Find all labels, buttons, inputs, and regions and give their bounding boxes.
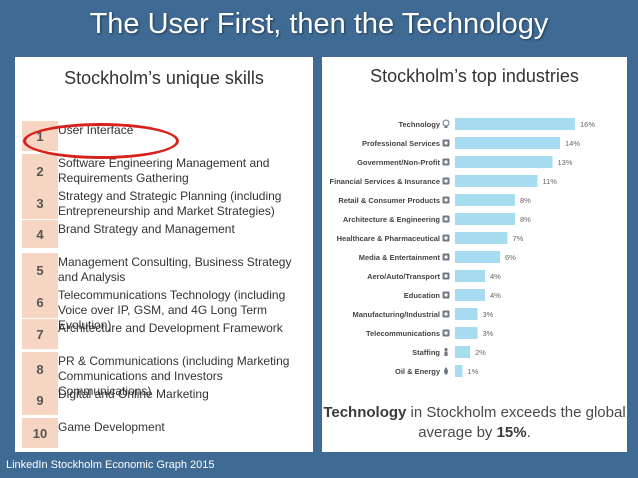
bar — [455, 175, 538, 187]
summary-bold-percent: 15% — [496, 424, 527, 441]
summary-middle: in Stockholm exceeds the global average … — [406, 404, 626, 441]
skill-number: 10 — [22, 418, 58, 448]
value-label: 14% — [565, 139, 580, 148]
value-label: 7% — [513, 234, 524, 243]
value-label: 6% — [505, 253, 516, 262]
category-label: Aero/Auto/Transport — [367, 272, 440, 281]
category-label: Professional Services — [362, 139, 440, 148]
briefcase-icon — [442, 139, 450, 147]
value-label: 16% — [580, 120, 595, 129]
category-label: Technology — [398, 120, 440, 129]
category-label: Education — [404, 291, 441, 300]
building-icon — [442, 158, 450, 166]
lightbulb-icon — [442, 119, 450, 128]
skill-row: 8 PR & Communications (including Marketin… — [15, 352, 313, 398]
bar — [455, 308, 478, 320]
bar — [455, 118, 575, 130]
value-label: 8% — [520, 196, 531, 205]
bar — [455, 251, 500, 263]
skill-text: Strategy and Strategic Planning (includi… — [58, 189, 282, 218]
film-icon — [442, 253, 450, 261]
skill-row: 2 Software Engineering Management and Req… — [15, 154, 313, 188]
skill-number: 4 — [22, 220, 58, 248]
skill-text: Game Development — [58, 420, 165, 434]
industries-summary: Technology in Stockholm exceeds the glob… — [322, 403, 627, 443]
value-label: 4% — [490, 272, 501, 281]
skill-number: 2 — [22, 154, 58, 188]
tools-icon — [442, 215, 450, 223]
category-label: Retail & Consumer Products — [338, 196, 440, 205]
piggy-bank-icon — [442, 177, 450, 185]
skill-row: 5 Management Consulting, Business Strateg… — [15, 253, 313, 287]
value-label: 2% — [475, 348, 486, 357]
skill-number: 8 — [22, 352, 58, 386]
summary-bold-technology: Technology — [323, 404, 407, 421]
skill-row: 3 Strategy and Strategic Planning (includ… — [15, 187, 313, 219]
category-label: Staffing — [412, 348, 440, 357]
industries-heading: Stockholm’s top industries — [370, 66, 579, 86]
industries-chart: Technology 16% Professional Services 14% Gov… — [330, 118, 595, 377]
bar — [455, 194, 515, 206]
category-label: Government/Non-Profit — [357, 158, 440, 167]
skill-text: Architecture and Development Framework — [58, 321, 283, 335]
value-label: 8% — [520, 215, 531, 224]
bar — [455, 289, 485, 301]
bar — [455, 156, 553, 168]
bar — [455, 327, 478, 339]
bar — [455, 365, 463, 377]
skill-row: 6 Telecommunications Technology (includin… — [15, 286, 313, 332]
bar — [455, 270, 485, 282]
skills-heading: Stockholm’s unique skills — [64, 68, 264, 88]
category-label: Telecommunications — [366, 329, 440, 338]
bar — [455, 213, 515, 225]
person-icon — [444, 347, 448, 356]
factory-icon — [442, 310, 450, 318]
skill-row: 7 Architecture and Development Framework — [15, 319, 313, 349]
skills-panel: Stockholm’s unique skills 1 User Interfac… — [15, 57, 313, 452]
medical-kit-icon — [442, 234, 450, 242]
phone-icon — [442, 329, 450, 337]
skill-row: 4 Brand Strategy and Management — [15, 220, 313, 248]
skill-text: Digital and Online Marketing — [58, 387, 209, 401]
value-label: 13% — [558, 158, 573, 167]
category-label: Financial Services & Insurance — [330, 177, 440, 186]
bar — [455, 137, 560, 149]
category-label: Architecture & Engineering — [343, 215, 441, 224]
skill-row: 10 Game Development — [15, 418, 313, 448]
droplet-icon — [444, 367, 448, 375]
skill-number: 5 — [22, 253, 58, 287]
skill-number: 6 — [22, 286, 58, 318]
pencil-icon — [442, 291, 450, 299]
value-label: 11% — [543, 177, 558, 186]
highlight-ellipse — [23, 123, 179, 159]
skill-text: Telecommunications Technology (including… — [58, 288, 286, 332]
slide-title: The User First, then the Technology — [89, 8, 549, 40]
category-label: Oil & Energy — [395, 367, 441, 376]
plane-icon — [442, 272, 450, 280]
skill-number: 9 — [22, 385, 58, 415]
value-label: 1% — [468, 367, 479, 376]
category-label: Healthcare & Pharmaceutical — [337, 234, 440, 243]
bar — [455, 346, 470, 358]
skill-text: PR & Communications (including Marketing… — [58, 354, 290, 398]
summary-end: . — [526, 424, 531, 441]
skill-text: Management Consulting, Business Strategy… — [58, 255, 292, 284]
skill-number: 7 — [22, 319, 58, 349]
value-label: 4% — [490, 291, 501, 300]
bar — [455, 232, 508, 244]
value-label: 3% — [483, 329, 494, 338]
source-caption: LinkedIn Stockholm Economic Graph 2015 — [6, 459, 215, 471]
skill-text: Brand Strategy and Management — [58, 222, 235, 236]
category-label: Media & Entertainment — [359, 253, 441, 262]
skill-row: 9 Digital and Online Marketing — [15, 385, 313, 415]
industries-panel: Stockholm’s top industries Technology 16%… — [322, 57, 627, 452]
skill-number: 3 — [22, 187, 58, 219]
category-label: Manufacturing/Industrial — [352, 310, 440, 319]
skill-text: Software Engineering Management and Requ… — [58, 156, 270, 185]
value-label: 3% — [483, 310, 494, 319]
cart-icon — [442, 196, 450, 204]
